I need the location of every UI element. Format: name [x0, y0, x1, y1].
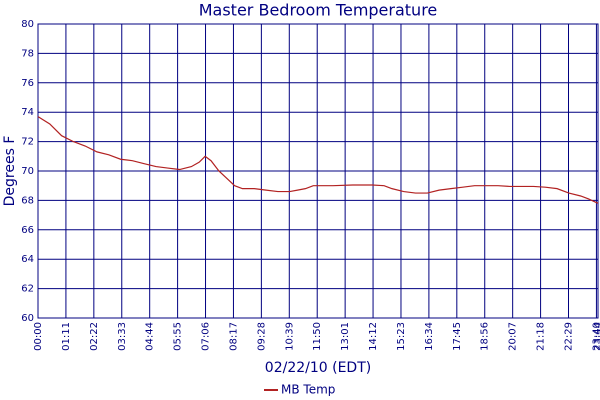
y-tick-label: 62: [21, 284, 34, 295]
x-tick-label: 22:29: [564, 322, 575, 351]
x-axis-label: 02/22/10 (EDT): [265, 360, 371, 376]
x-tick-label: 18:56: [480, 322, 491, 351]
y-tick-label: 80: [21, 19, 34, 30]
x-tick-label: 21:18: [536, 322, 547, 351]
x-tick-label: 08:17: [228, 322, 239, 351]
y-tick-label: 76: [21, 78, 34, 89]
x-tick-label: 23:40: [591, 322, 600, 351]
y-tick-label: 60: [21, 313, 34, 324]
y-tick-label: 68: [21, 195, 34, 206]
x-tick-label: 20:07: [508, 322, 519, 351]
y-tick-label: 66: [21, 225, 34, 236]
x-tick-label: 05:55: [173, 322, 184, 351]
x-tick-label: 04:44: [145, 322, 156, 351]
x-tick-label: 01:11: [61, 322, 72, 351]
x-tick-label: 17:45: [452, 322, 463, 351]
x-tick-label: 03:33: [117, 322, 128, 351]
x-tick-label: 15:23: [396, 322, 407, 351]
x-tick-label: 07:06: [201, 322, 212, 351]
x-tick-label: 23:44: [593, 322, 600, 351]
x-tick-label: 00:00: [33, 322, 44, 351]
x-tick-label: 13:01: [340, 322, 351, 351]
y-tick-label: 70: [21, 166, 34, 177]
data-line: [37, 116, 599, 204]
chart-title: Master Bedroom Temperature: [199, 1, 438, 20]
x-tick-label: 16:34: [424, 322, 435, 351]
y-axis-label: Degrees F: [2, 136, 18, 207]
y-tick-label: 64: [21, 254, 34, 265]
legend-label: MB Temp: [281, 383, 335, 397]
y-tick-label: 78: [21, 48, 34, 59]
x-tick-label: 09:28: [256, 322, 267, 351]
y-tick-label: 74: [21, 107, 34, 118]
x-tick-label: 02:22: [89, 322, 100, 351]
x-tick-label: 10:39: [284, 322, 295, 351]
y-tick-label: 72: [21, 137, 34, 148]
x-tick-label: 11:50: [312, 322, 323, 351]
x-tick-label: 14:12: [368, 322, 379, 351]
